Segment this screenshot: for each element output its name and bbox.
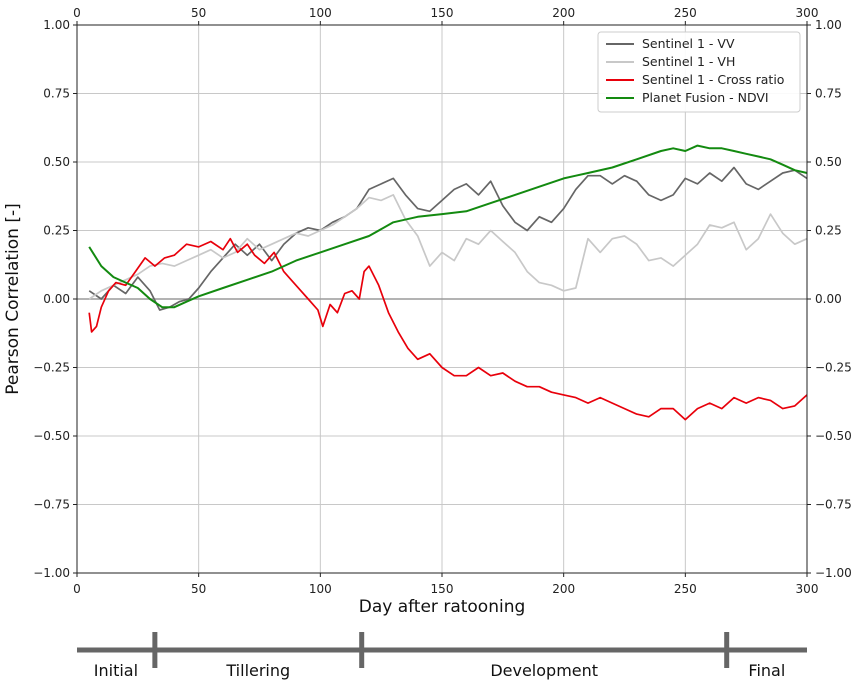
y-tick-label: 0.50 xyxy=(43,155,70,169)
y-tick-label-right: 1.00 xyxy=(815,18,842,32)
y-tick-label: 0.00 xyxy=(43,292,70,306)
x-tick-label-top: 250 xyxy=(674,6,697,20)
y-tick-label-right: −1.00 xyxy=(815,566,852,580)
y-tick-label-right: 0.25 xyxy=(815,224,842,238)
x-tick-label: 300 xyxy=(796,582,819,596)
y-tick-label-right: −0.75 xyxy=(815,498,852,512)
x-axis-label: Day after ratooning xyxy=(359,597,526,617)
legend-label: Sentinel 1 - VH xyxy=(642,54,735,69)
series-line-3 xyxy=(88,237,808,421)
y-tick-label: 1.00 xyxy=(43,18,70,32)
y-tick-label-right: 0.75 xyxy=(815,87,842,101)
legend: Sentinel 1 - VV Sentinel 1 - VH Sentinel 1… xyxy=(597,31,801,113)
x-tick-label: 250 xyxy=(674,582,697,596)
y-axis-label: Pearson Correlation [-] xyxy=(3,203,23,395)
stage-label: Development xyxy=(490,661,598,680)
series-line-1 xyxy=(88,166,808,311)
legend-label: Sentinel 1 - Cross ratio xyxy=(642,72,784,87)
x-tick-label-top: 300 xyxy=(796,6,819,20)
x-tick-label-top: 200 xyxy=(552,6,575,20)
x-tick-label-top: 0 xyxy=(73,6,81,20)
y-tick-label: −0.75 xyxy=(33,498,70,512)
stage-label: Tillering xyxy=(225,661,290,680)
y-tick-label: −0.50 xyxy=(33,429,70,443)
axis-ticks: 0 0 50 50 100 100 150 150 200 200 250 250 300 300 −1.0… xyxy=(33,6,852,596)
y-tick-label: −0.25 xyxy=(33,361,70,375)
legend-label: Sentinel 1 - VV xyxy=(642,36,735,51)
grid xyxy=(76,24,808,574)
x-tick-label: 0 xyxy=(73,582,81,596)
y-tick-label: 0.75 xyxy=(43,87,70,101)
x-tick-label: 200 xyxy=(552,582,575,596)
series-line-4 xyxy=(88,144,808,309)
series-layer xyxy=(88,144,808,421)
y-tick-label: −1.00 xyxy=(33,566,70,580)
y-tick-label: 0.25 xyxy=(43,224,70,238)
series-line-2 xyxy=(88,194,808,300)
legend-box xyxy=(597,31,801,113)
x-tick-label-top: 150 xyxy=(431,6,454,20)
x-tick-label: 100 xyxy=(309,582,332,596)
x-tick-label: 50 xyxy=(191,582,206,596)
y-tick-label-right: −0.50 xyxy=(815,429,852,443)
y-tick-label-right: −0.25 xyxy=(815,361,852,375)
y-tick-label-right: 0.00 xyxy=(815,292,842,306)
legend-label: Planet Fusion - NDVI xyxy=(642,90,769,105)
x-tick-label: 150 xyxy=(431,582,454,596)
x-tick-label-top: 50 xyxy=(191,6,206,20)
stage-label: Final xyxy=(748,661,785,680)
y-tick-label-right: 0.50 xyxy=(815,155,842,169)
growth-stage-timeline: Initial Tillering Development Final xyxy=(77,632,807,680)
stage-label: Initial xyxy=(94,661,138,680)
x-tick-label-top: 100 xyxy=(309,6,332,20)
